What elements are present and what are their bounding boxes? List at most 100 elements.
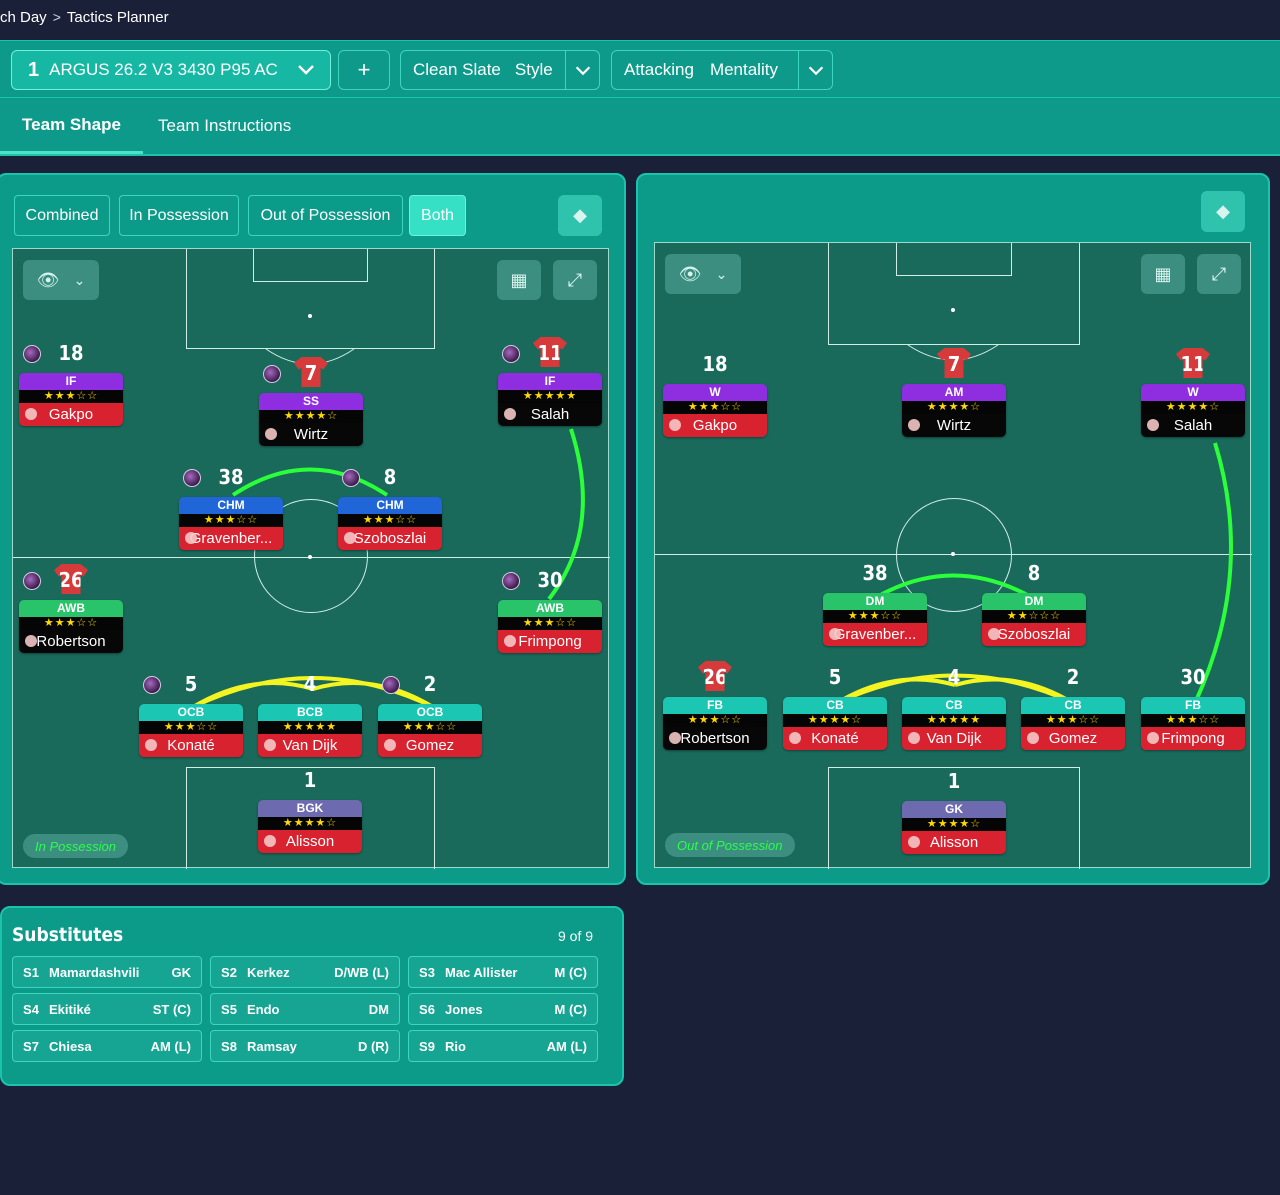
substitute-row[interactable]: S5 Endo DM bbox=[210, 993, 400, 1025]
substitute-row[interactable]: S4 Ekitiké ST (C) bbox=[12, 993, 202, 1025]
player-head-icon bbox=[25, 408, 37, 420]
player-card[interactable]: CB ★★★★☆ Konaté bbox=[783, 697, 887, 750]
sub-slot: S5 bbox=[221, 1001, 237, 1017]
sub-position: M (C) bbox=[554, 964, 588, 980]
player-card[interactable]: AWB ★★★☆☆ Robertson bbox=[19, 600, 123, 653]
player-card[interactable]: DM ★★☆☆☆ Szoboszlai bbox=[982, 593, 1086, 646]
player-head-icon bbox=[669, 732, 681, 744]
player-card[interactable]: SS ★★★★☆ Wirtz bbox=[259, 393, 363, 446]
player-name-row: Gomez bbox=[378, 734, 482, 757]
player-card[interactable]: OCB ★★★☆☆ Gomez bbox=[378, 704, 482, 757]
substitute-row[interactable]: S6 Jones M (C) bbox=[408, 993, 598, 1025]
player-name: Szoboszlai bbox=[997, 626, 1071, 643]
player-name-row: Gakpo bbox=[19, 403, 123, 426]
player-name-row: Frimpong bbox=[498, 630, 602, 653]
mentality-selector[interactable]: Attacking Mentality bbox=[611, 50, 833, 90]
player-card[interactable]: OCB ★★★☆☆ Konaté bbox=[139, 704, 243, 757]
player-name: Van Dijk bbox=[926, 730, 982, 747]
player-name-row: Wirtz bbox=[259, 423, 363, 446]
player-head-icon bbox=[504, 408, 516, 420]
player-role: FB bbox=[1141, 697, 1245, 714]
style-value: Clean Slate bbox=[413, 60, 501, 79]
player-name-row: Robertson bbox=[663, 727, 767, 750]
player-name-row: Salah bbox=[498, 403, 602, 426]
substitutes-count: 9 of 9 bbox=[558, 928, 594, 944]
segment-in-possession[interactable]: In Possession bbox=[119, 195, 239, 236]
tab-team-instructions[interactable]: Team Instructions bbox=[158, 116, 292, 135]
player-name: Salah bbox=[1173, 417, 1213, 434]
player-head-icon bbox=[988, 628, 1000, 640]
player-head-icon bbox=[25, 635, 37, 647]
substitute-row[interactable]: S3 Mac Allister M (C) bbox=[408, 956, 598, 988]
substitute-row[interactable]: S1 Mamardashvili GK bbox=[12, 956, 202, 988]
diamond-icon[interactable]: ◆ bbox=[558, 195, 602, 236]
role-rating-stars: ★★★★☆ bbox=[259, 410, 363, 423]
sub-slot: S9 bbox=[419, 1038, 435, 1054]
player-card[interactable]: IF ★★★★★ Salah bbox=[498, 373, 602, 426]
player-name: Wirtz bbox=[936, 417, 972, 434]
player-card[interactable]: W ★★★☆☆ Gakpo bbox=[663, 384, 767, 437]
style-label: Style bbox=[514, 60, 553, 79]
player-card[interactable]: CHM ★★★☆☆ Gravenber... bbox=[179, 497, 283, 550]
player-role: CB bbox=[1021, 697, 1125, 714]
player-card[interactable]: CB ★★★☆☆ Gomez bbox=[1021, 697, 1125, 750]
segment-out-of-possession[interactable]: Out of Possession bbox=[248, 195, 403, 236]
player-card[interactable]: GK ★★★★☆ Alisson bbox=[902, 801, 1006, 854]
player-role: OCB bbox=[139, 704, 243, 721]
add-tactic-button[interactable]: + bbox=[338, 50, 390, 90]
player-name-row: Szoboszlai bbox=[338, 527, 442, 550]
substitute-row[interactable]: S7 Chiesa AM (L) bbox=[12, 1030, 202, 1062]
player-card[interactable]: AM ★★★★☆ Wirtz bbox=[902, 384, 1006, 437]
grid-icon[interactable]: ▦ bbox=[1141, 254, 1185, 294]
player-card[interactable]: AWB ★★★☆☆ Frimpong bbox=[498, 600, 602, 653]
six-yard-box-top bbox=[896, 243, 1012, 276]
sub-position: AM (L) bbox=[546, 1038, 587, 1054]
view-toggle[interactable]: 👁 ⌄ bbox=[665, 254, 741, 294]
player-card[interactable]: BCB ★★★★★ Van Dijk bbox=[258, 704, 362, 757]
pitch-out-of-possession: 👁 ⌄ ▦ ⤢ Out of Possession 18 W ★★★☆☆ Gakpo 7 A… bbox=[654, 242, 1252, 869]
player-name: Robertson bbox=[680, 730, 750, 747]
role-rating-stars: ★★★★★ bbox=[258, 721, 362, 734]
sub-name: Endo bbox=[247, 1001, 280, 1017]
player-head-icon bbox=[185, 532, 197, 544]
tactic-selector[interactable]: 1 ARGUS 26.2 V3 3430 P95 AC bbox=[11, 50, 331, 90]
sub-position: M (C) bbox=[554, 1001, 588, 1017]
player-card[interactable]: DM ★★★☆☆ Gravenber... bbox=[823, 593, 927, 646]
player-card[interactable]: FB ★★★☆☆ Robertson bbox=[663, 697, 767, 750]
sub-slot: S4 bbox=[23, 1001, 39, 1017]
ball-icon bbox=[502, 345, 520, 363]
expand-icon[interactable]: ⤢ bbox=[1197, 254, 1241, 294]
diamond-icon[interactable]: ◆ bbox=[1201, 191, 1245, 232]
player-card[interactable]: BGK ★★★★☆ Alisson bbox=[258, 800, 362, 853]
eye-icon: 👁 bbox=[678, 263, 702, 284]
sub-name: Mac Allister bbox=[445, 964, 518, 980]
player-card[interactable]: CB ★★★★★ Van Dijk bbox=[902, 697, 1006, 750]
sub-position: AM (L) bbox=[150, 1038, 191, 1054]
player-role: CB bbox=[783, 697, 887, 714]
substitute-row[interactable]: S8 Ramsay D (R) bbox=[210, 1030, 400, 1062]
grid-icon[interactable]: ▦ bbox=[497, 260, 541, 300]
style-selector[interactable]: Clean Slate Style bbox=[400, 50, 600, 90]
substitute-row[interactable]: S9 Rio AM (L) bbox=[408, 1030, 598, 1062]
player-name-row: Gravenber... bbox=[179, 527, 283, 550]
player-name: Szoboszlai bbox=[353, 530, 427, 547]
segment-combined[interactable]: Combined bbox=[14, 195, 110, 236]
role-rating-stars: ★★☆☆☆ bbox=[982, 610, 1086, 623]
sub-slot: S6 bbox=[419, 1001, 435, 1017]
segment-both[interactable]: Both bbox=[409, 195, 466, 236]
player-card[interactable]: CHM ★★★☆☆ Szoboszlai bbox=[338, 497, 442, 550]
breadcrumb-parent[interactable]: ch Day bbox=[0, 8, 47, 26]
expand-icon[interactable]: ⤢ bbox=[553, 260, 597, 300]
player-card[interactable]: FB ★★★☆☆ Frimpong bbox=[1141, 697, 1245, 750]
player-name-row: Frimpong bbox=[1141, 727, 1245, 750]
out-of-possession-panel: ◆ 👁 ⌄ ▦ ⤢ Out of Possession 18 W ★★★☆☆ Gakpo… bbox=[636, 173, 1270, 885]
player-card[interactable]: IF ★★★☆☆ Gakpo bbox=[19, 373, 123, 426]
player-role: DM bbox=[982, 593, 1086, 610]
view-toggle[interactable]: 👁 ⌄ bbox=[23, 260, 99, 300]
player-role: AWB bbox=[498, 600, 602, 617]
centre-circle bbox=[896, 498, 1012, 612]
sub-slot: S2 bbox=[221, 964, 237, 980]
substitute-row[interactable]: S2 Kerkez D/WB (L) bbox=[210, 956, 400, 988]
tab-team-shape[interactable]: Team Shape bbox=[0, 98, 143, 154]
player-card[interactable]: W ★★★★☆ Salah bbox=[1141, 384, 1245, 437]
